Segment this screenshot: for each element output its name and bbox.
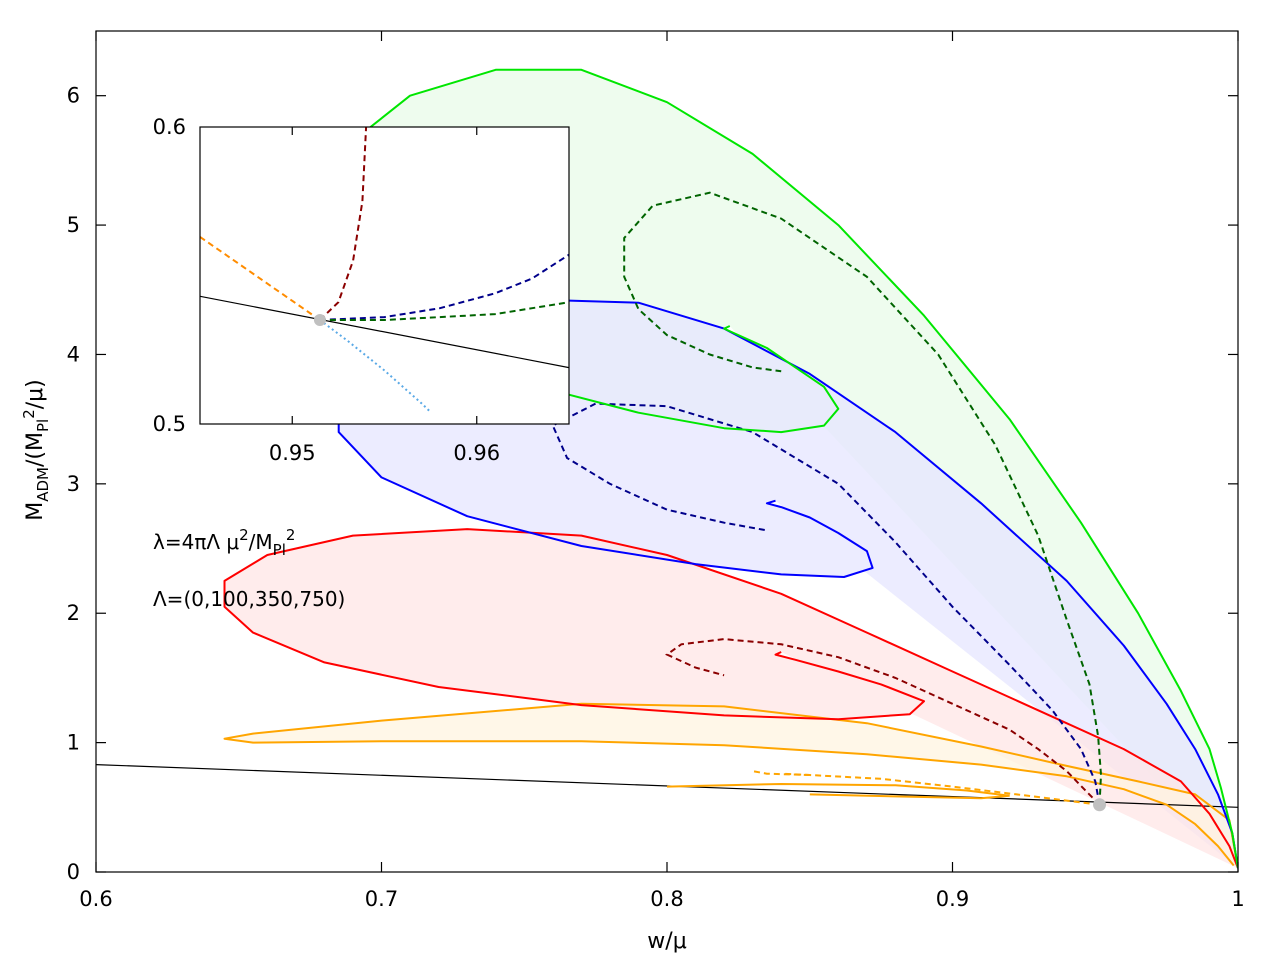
dashed-line--0 [781, 772, 1100, 806]
x-tick-label: 0.9 [936, 887, 969, 911]
x-axis-ticks: 0.6 0.7 0.8 0.9 1 [79, 31, 1245, 911]
y-axis-ticks: 0 1 2 3 4 5 6 [67, 84, 1238, 884]
inset-chart: 0.95 0.96 0.5 0.6 [153, 115, 570, 465]
inset-line--100-branch [319, 127, 368, 321]
critical-point [1093, 798, 1107, 812]
x-tick-label: 1 [1231, 887, 1244, 911]
y-tick-label: 0 [67, 860, 80, 884]
x-tick-label: 0.8 [650, 887, 683, 911]
inset-line--750-branch [319, 301, 569, 321]
solid-line--100 [223, 528, 1238, 869]
y-tick-label: 2 [67, 601, 80, 625]
dashed-line--750 [623, 191, 1103, 805]
fill--0 [224, 703, 1238, 869]
y-tick-label: 5 [67, 213, 80, 237]
inset-background [200, 127, 569, 424]
y-tick-label: 4 [67, 342, 80, 366]
fill--100 [224, 529, 1238, 869]
inset-x-tick-label: 0.96 [453, 441, 500, 465]
x-tick-label: 0.7 [365, 887, 398, 911]
dashed-line--100 [665, 638, 1101, 806]
y-tick-label: 6 [67, 84, 80, 108]
dashed-line--350 [551, 402, 1101, 805]
lambda-definition: λ=4πΛ μ2/MPl2 [153, 526, 295, 559]
fill--350 [338, 300, 1238, 869]
inset-critical-point [313, 314, 326, 327]
y-tick-label: 1 [67, 731, 80, 755]
solid-line-2--0 [666, 782, 1010, 800]
inset-frame [199, 126, 570, 425]
y-axis-label: MADM/(MPl2/μ) [20, 379, 52, 521]
inset-lines [200, 127, 569, 413]
dashed-line-2--0 [752, 770, 810, 776]
inset-line-lower-branch [319, 319, 432, 413]
inset-y-tick-label: 0.6 [153, 115, 186, 139]
y-tick-label: 3 [67, 472, 80, 496]
solid-line--0 [223, 702, 1238, 869]
inset-line--350-branch [319, 253, 569, 321]
x-tick-label: 0.6 [79, 887, 112, 911]
inset-x-tick-label: 0.95 [269, 441, 316, 465]
inset-line--0-branch [200, 236, 321, 321]
inset-reference-line [200, 295, 569, 369]
inset-ticks: 0.95 0.96 0.5 0.6 [153, 115, 501, 465]
x-axis-label: w/μ [647, 929, 686, 954]
inset-y-tick-label: 0.5 [153, 412, 186, 436]
lambda-values: Λ=(0,100,350,750) [153, 587, 345, 611]
